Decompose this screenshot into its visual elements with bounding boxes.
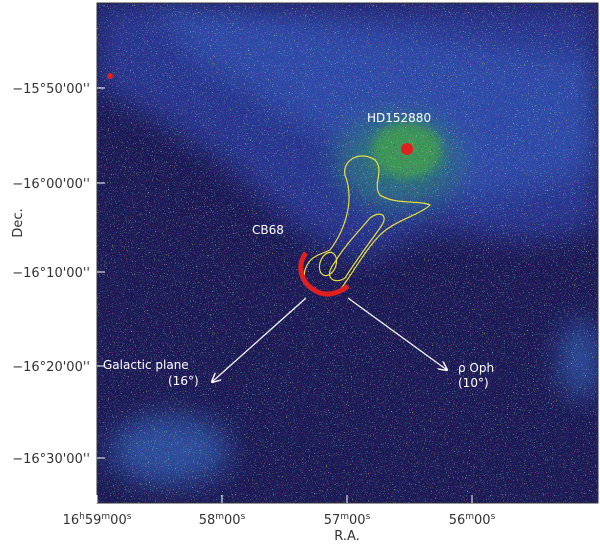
y-tick-label: −16°00'00'' (12, 177, 90, 192)
tick-number: 58 (199, 513, 216, 528)
x-tick-label: 58m00s (199, 512, 246, 528)
arrow-galactic (212, 297, 307, 382)
x-tick-label: 56m00s (449, 512, 496, 528)
tick-number: 00 (474, 513, 491, 528)
unit-superscript: m (340, 512, 349, 522)
galactic-angle: (16°) (168, 374, 199, 388)
unit-superscript: h (79, 512, 85, 522)
oph-angle: (10°) (458, 376, 489, 390)
y-tick-label: −16°30'00'' (12, 452, 90, 467)
unit-superscript: s (366, 512, 371, 522)
tick-number: 16 (63, 513, 80, 528)
x-axis-label: R.A. (334, 529, 360, 544)
unit-superscript: s (491, 512, 496, 522)
sky-image: HD152880 CB68 Galactic plane (16°) ρ Oph… (97, 3, 598, 503)
unit-superscript: s (241, 512, 246, 522)
tick-number: 00 (224, 513, 241, 528)
galactic-label: Galactic plane (103, 358, 189, 372)
y-axis-label: Dec. (11, 208, 26, 237)
unit-superscript: m (465, 512, 474, 522)
tick-number: 57 (324, 513, 341, 528)
y-tick-label: −16°10'00'' (12, 266, 90, 281)
x-tick-label: 57m00s (324, 512, 371, 528)
y-tick-label: −15°50'00'' (12, 82, 90, 97)
x-tick-label: 16h59m00s (63, 512, 132, 528)
unit-superscript: m (101, 512, 110, 522)
y-tick-label: −16°20'00'' (12, 360, 90, 375)
tick-number: 00 (110, 513, 127, 528)
cloud-label: CB68 (252, 223, 284, 237)
star-label: HD152880 (367, 111, 431, 125)
unit-superscript: s (127, 512, 132, 522)
arrow-oph (347, 297, 447, 370)
oph-label: ρ Oph (458, 361, 494, 375)
tick-number: 56 (449, 513, 466, 528)
tick-number: 59 (85, 513, 102, 528)
tick-number: 00 (349, 513, 366, 528)
unit-superscript: m (215, 512, 224, 522)
cb68-arc (298, 251, 350, 297)
